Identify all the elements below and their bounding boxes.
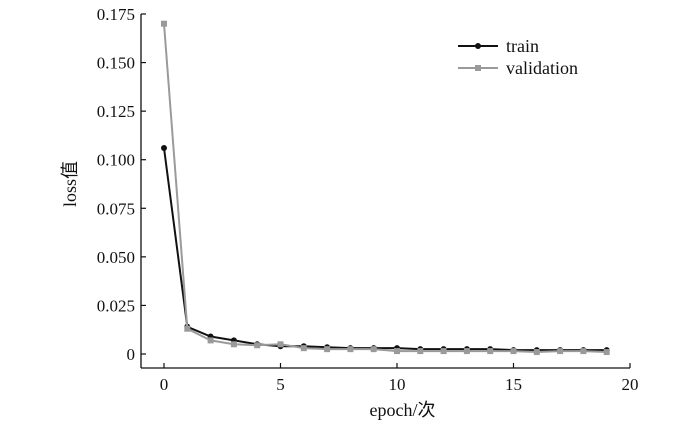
series-train <box>161 145 610 354</box>
data-point-validation <box>347 346 354 353</box>
legend-label: validation <box>506 58 578 78</box>
x-tick-label: 5 <box>276 375 285 394</box>
y-tick-label: 0.025 <box>97 296 135 315</box>
legend-item-validation: validation <box>458 58 578 78</box>
data-point-validation <box>161 20 167 27</box>
data-point-validation <box>254 342 261 349</box>
x-tick-label: 20 <box>622 375 639 394</box>
legend-marker <box>475 43 481 49</box>
data-point-validation <box>557 348 564 355</box>
x-tick-label: 15 <box>505 375 522 394</box>
x-tick-label: 10 <box>389 375 406 394</box>
data-point-train <box>161 145 167 152</box>
legend-marker <box>475 65 481 71</box>
data-point-validation <box>463 348 470 355</box>
data-point-validation <box>510 348 517 355</box>
y-tick-label: 0.100 <box>97 151 135 170</box>
data-point-validation <box>207 337 214 344</box>
y-tick-label: 0.175 <box>97 5 135 24</box>
data-point-validation <box>184 325 191 332</box>
data-point-validation <box>603 349 610 356</box>
data-point-validation <box>300 345 307 352</box>
y-tick-label: 0 <box>127 345 136 364</box>
y-axis-title: loss值 <box>60 161 80 207</box>
data-point-validation <box>580 348 587 355</box>
data-point-validation <box>394 348 400 355</box>
data-point-validation <box>324 346 331 353</box>
x-axis-title: epoch/次 <box>370 400 436 420</box>
axes <box>140 14 630 369</box>
data-point-validation <box>230 341 237 348</box>
data-point-validation <box>417 348 424 355</box>
y-tick-label: 0.075 <box>97 199 135 218</box>
y-tick-label: 0.150 <box>97 54 135 73</box>
y-tick-label: 0.125 <box>97 102 135 121</box>
y-ticks: 0 0.025 0.050 0.075 0.100 0.125 0.150 0.175 <box>97 5 146 364</box>
data-point-validation <box>533 349 540 356</box>
data-point-validation <box>277 341 284 348</box>
legend-item-train: train <box>458 36 539 56</box>
legend-label: train <box>506 36 539 56</box>
series-layer <box>161 20 610 356</box>
data-point-validation <box>440 348 447 355</box>
data-point-validation <box>370 346 377 353</box>
y-tick-label: 0.050 <box>97 248 135 267</box>
series-line-validation <box>163 23 607 354</box>
x-tick-label: 0 <box>160 375 169 394</box>
series-line-train <box>163 147 607 352</box>
data-point-validation <box>487 348 494 355</box>
series-validation <box>161 20 610 356</box>
x-ticks: 0 5 10 15 20 <box>160 363 639 394</box>
